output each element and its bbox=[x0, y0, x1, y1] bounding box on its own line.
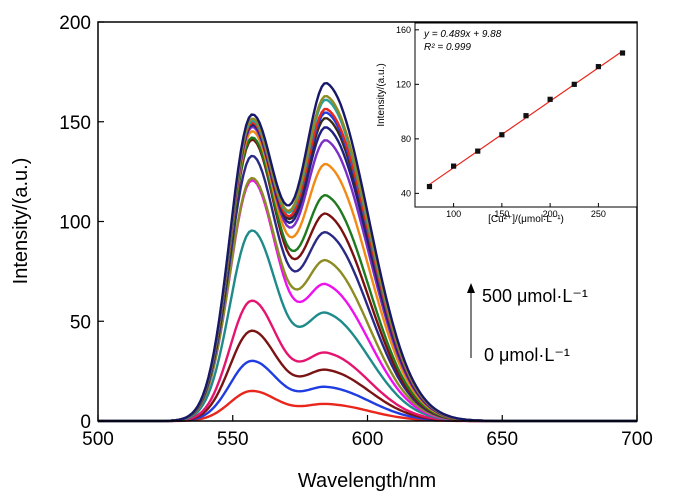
annotation-low: 0 μmol·L⁻¹ bbox=[484, 345, 570, 365]
inset-x-tick-label: 100 bbox=[446, 209, 461, 219]
x-tick-label: 600 bbox=[352, 429, 384, 450]
inset-y-axis-title: Intensity/(a.u.) bbox=[376, 63, 387, 126]
inset-data-point bbox=[547, 96, 553, 102]
inset-x-tick-label: 250 bbox=[591, 209, 606, 219]
inset-data-point bbox=[619, 50, 626, 56]
inset-y-ticks: 40 80 120 160 bbox=[396, 25, 419, 198]
y-tick-label: 150 bbox=[59, 113, 91, 134]
inset-data-point bbox=[451, 163, 457, 169]
inset-x-ticks: 100 150 200 250 bbox=[446, 203, 606, 219]
y-axis-title: Intensity/(a.u.) bbox=[10, 158, 32, 285]
inset-data-point bbox=[571, 81, 577, 87]
inset-x-tick-label: 200 bbox=[543, 209, 558, 219]
inset-data-point bbox=[523, 113, 529, 119]
main-plot: 500 550 600 650 700 0 50 100 150 200 Wavelength/… bbox=[10, 13, 653, 492]
concentration-arrow bbox=[467, 283, 475, 358]
y-tick-label: 200 bbox=[59, 13, 91, 34]
x-tick-label: 650 bbox=[486, 429, 518, 450]
y-tick-label: 100 bbox=[59, 213, 91, 234]
inset-y-tick-label: 160 bbox=[396, 25, 411, 35]
x-tick-label: 700 bbox=[621, 429, 653, 450]
inset-calibration-plot: 100 150 200 250 40 80 120 160 y = 0.489x + 9.8… bbox=[376, 22, 638, 225]
inset-x-tick-label: 150 bbox=[494, 209, 509, 219]
inset-x-axis-title: [Cu²⁺]/(μmol·L⁻¹) bbox=[488, 214, 564, 225]
inset-data-point bbox=[426, 183, 433, 190]
inset-r2: R² = 0.999 bbox=[424, 42, 471, 53]
y-axis-ticks: 0 50 100 150 200 bbox=[59, 13, 104, 433]
y-tick-label: 50 bbox=[70, 312, 91, 333]
annotation-high: 500 μmol·L⁻¹ bbox=[482, 286, 588, 306]
inset-data-point bbox=[475, 148, 481, 154]
x-axis-ticks: 500 550 600 650 700 bbox=[82, 415, 653, 450]
inset-equation: y = 0.489x + 9.88 bbox=[423, 29, 502, 40]
inset-data-point bbox=[595, 64, 601, 70]
inset-data bbox=[426, 50, 626, 190]
y-tick-label: 0 bbox=[80, 412, 91, 433]
inset-y-tick-label: 80 bbox=[401, 134, 411, 144]
inset-y-tick-label: 120 bbox=[396, 79, 411, 89]
x-axis-title: Wavelength/nm bbox=[298, 470, 436, 492]
x-tick-label: 550 bbox=[217, 429, 249, 450]
x-tick-label: 500 bbox=[82, 429, 114, 450]
inset-y-tick-label: 40 bbox=[401, 188, 411, 198]
inset-data-point bbox=[499, 132, 505, 138]
